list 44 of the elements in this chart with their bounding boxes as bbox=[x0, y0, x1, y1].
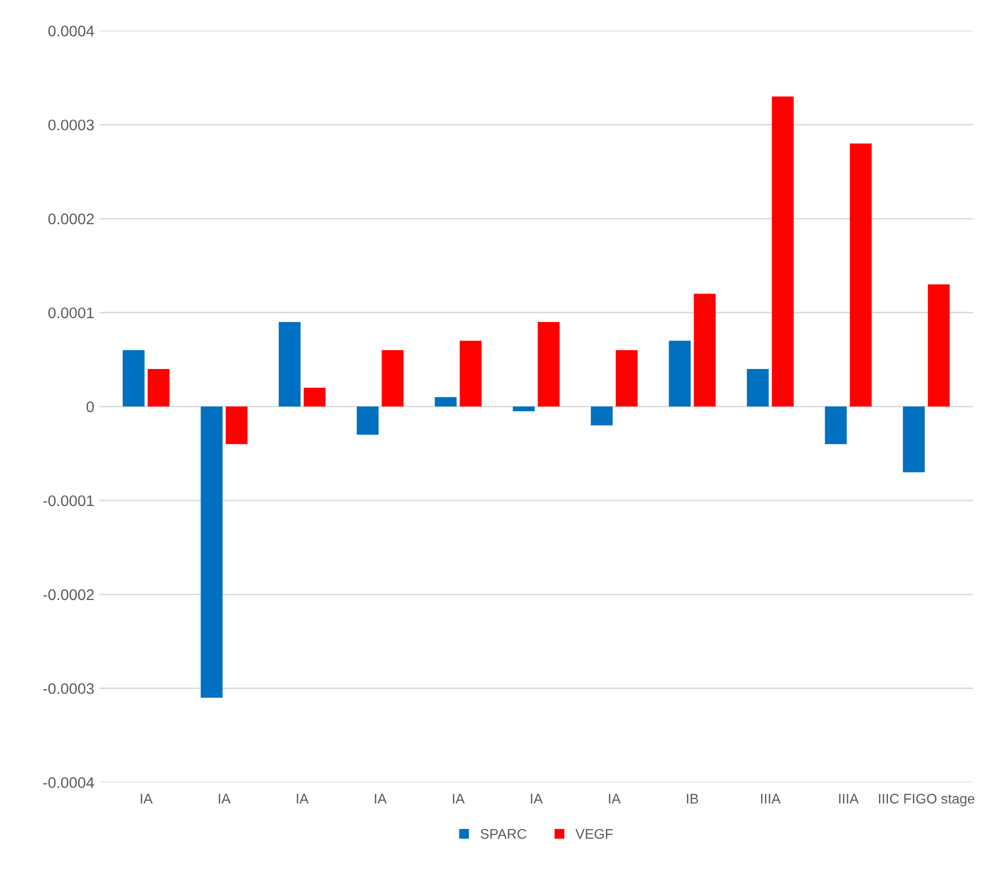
y-tick-label: 0.0004 bbox=[48, 26, 94, 36]
y-tick-label: -0.0003 bbox=[43, 683, 94, 694]
bar bbox=[772, 96, 794, 407]
legend-label: SPARC bbox=[480, 828, 526, 839]
y-tick-label: 0 bbox=[86, 401, 94, 412]
x-tick-label: IA bbox=[374, 794, 387, 804]
y-tick-label: -0.0002 bbox=[43, 589, 94, 600]
x-tick-label: IA bbox=[452, 794, 465, 804]
x-tick-label: IA bbox=[140, 794, 153, 804]
x-tick-label: IB bbox=[686, 794, 698, 804]
bar bbox=[694, 294, 716, 407]
bar bbox=[148, 368, 170, 407]
bar bbox=[668, 340, 691, 407]
bar bbox=[590, 406, 613, 426]
x-tick-label: IA bbox=[296, 794, 309, 804]
x-tick-label: IA bbox=[218, 794, 231, 804]
bar bbox=[460, 340, 482, 407]
bar bbox=[928, 284, 950, 407]
bar bbox=[616, 350, 638, 407]
bar bbox=[382, 350, 404, 407]
bar bbox=[824, 406, 847, 444]
y-tick-label: -0.0004 bbox=[43, 777, 94, 788]
x-tick-label: IIIA bbox=[839, 794, 859, 804]
bar bbox=[512, 406, 535, 412]
x-tick-label: IA bbox=[530, 794, 543, 804]
bar bbox=[746, 368, 769, 407]
bar bbox=[278, 322, 301, 407]
y-tick-label: -0.0001 bbox=[43, 495, 94, 506]
y-tick-label: 0.0002 bbox=[48, 214, 94, 224]
y-tick-label: 0.0003 bbox=[48, 120, 94, 130]
x-tick-label: IIIC FIGO stage bbox=[878, 794, 974, 806]
bar bbox=[850, 143, 872, 407]
bar bbox=[902, 406, 925, 472]
bar bbox=[122, 350, 145, 407]
legend-label: VEGF bbox=[576, 828, 613, 839]
bar bbox=[434, 397, 457, 407]
bar bbox=[356, 406, 379, 435]
y-tick-label: 0.0001 bbox=[48, 307, 94, 318]
x-tick-label: IA bbox=[608, 794, 621, 804]
bar bbox=[226, 406, 248, 444]
x-tick-label: IIIA bbox=[761, 794, 781, 804]
bar bbox=[304, 388, 326, 407]
bar bbox=[200, 406, 223, 698]
bar bbox=[538, 322, 560, 407]
